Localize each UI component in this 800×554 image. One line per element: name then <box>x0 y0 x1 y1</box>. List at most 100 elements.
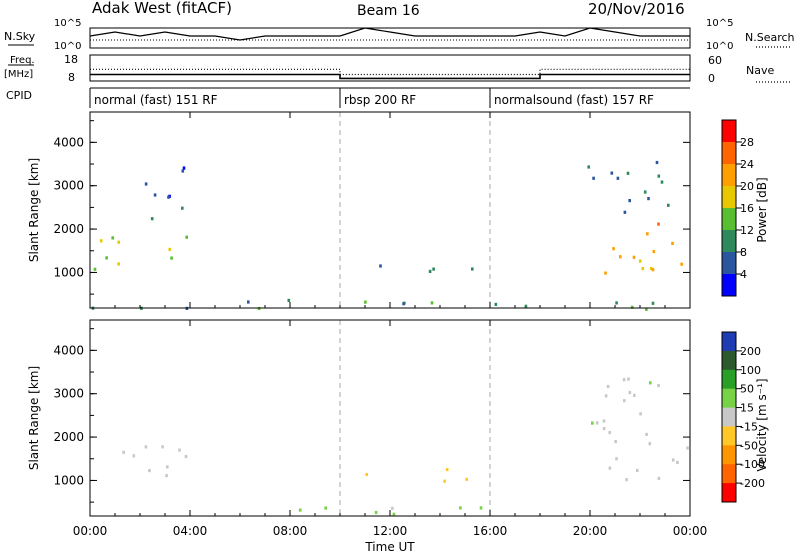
power-data-cell <box>680 262 683 266</box>
power-data-cell <box>168 247 172 251</box>
velocity-data-cell <box>122 450 125 454</box>
power-data-group <box>91 160 683 311</box>
velocity-data-cell <box>591 421 594 425</box>
power-axis-group: 1000 2000 3000 4000 <box>53 112 691 308</box>
velocity-data-cell <box>671 458 675 462</box>
nsearch-label: N.Search <box>745 31 795 44</box>
velocity-data-cell <box>391 506 394 510</box>
power-cpid-change-lines <box>339 112 491 308</box>
power-data-cell <box>657 222 660 226</box>
nsky-tick-top: 10^5 <box>54 18 81 29</box>
cpid-label: CPID <box>6 89 32 102</box>
x-tick-label: 08:00 <box>273 524 308 538</box>
power-data-cell <box>364 300 367 304</box>
nave-label: Nave <box>746 64 774 77</box>
cpid-segment-label: normalsound (fast) 157 RF <box>494 93 654 107</box>
power-data-cell <box>432 267 435 271</box>
velocity-colorbar-tick-label: -15 <box>740 420 758 433</box>
y-tick-label: 4000 <box>53 343 84 357</box>
velocity-colorbar-swatch <box>722 464 736 484</box>
nsky-label: N.Sky <box>4 30 36 43</box>
velocity-colorbar-swatch <box>722 407 736 427</box>
power-y-axis-label: Slant Range [km] <box>27 158 41 262</box>
velocity-y-axis-label: Slant Range [km] <box>27 366 41 470</box>
velocity-data-cell <box>686 446 689 450</box>
velocity-data-cell <box>184 455 188 459</box>
power-colorbar-swatch <box>722 208 736 231</box>
velocity-data-cell <box>639 412 642 416</box>
velocity-colorbar-frame <box>721 331 737 503</box>
power-colorbar-tick-label: 24 <box>740 158 754 171</box>
power-data-cell <box>117 240 120 244</box>
power-data-cell <box>628 199 631 203</box>
velocity-colorbar-tick-label: -100 <box>740 458 765 471</box>
velocity-data-cell <box>165 474 168 478</box>
freq-label-top: Freq. <box>10 55 35 66</box>
power-data-cell <box>616 176 620 180</box>
power-data-cell <box>430 301 434 305</box>
power-colorbar-tick-label: 16 <box>740 202 754 215</box>
velocity-data-cell <box>608 466 612 470</box>
velocity-colorbar-swatch <box>722 350 736 371</box>
power-data-cell <box>182 166 186 170</box>
velocity-data-cell <box>649 381 652 385</box>
power-data-cell <box>604 271 607 275</box>
velocity-colorbar-tick-label: -50 <box>740 439 758 452</box>
velocity-panel: 1000 2000 3000 4000 00:00 04:00 08:00 12:00 16:0… <box>27 319 707 554</box>
velocity-data-cell <box>608 431 611 435</box>
power-colorbar-swatch <box>722 252 736 275</box>
power-data-cell <box>181 206 184 210</box>
freq-tick-top: 18 <box>64 53 78 66</box>
power-data-cell <box>671 241 674 245</box>
velocity-colorbar-tick-label: 15 <box>740 402 754 415</box>
power-data-cell <box>615 301 618 305</box>
nsearch-tick-top: 10^5 <box>706 18 733 29</box>
power-data-cell <box>428 269 432 273</box>
power-data-cell <box>105 256 108 260</box>
power-colorbar: 28 24 20 16 12 8 4 <box>721 119 754 297</box>
velocity-colorbar-swatch <box>722 483 736 503</box>
power-data-cell <box>402 302 405 306</box>
freq-tick-bottom: 8 <box>68 71 75 84</box>
freq-series-line <box>90 73 690 80</box>
cpid-segment-label: normal (fast) 151 RF <box>94 93 218 107</box>
velocity-data-cell <box>604 394 608 398</box>
y-tick-label: 2000 <box>53 222 84 236</box>
y-tick-label: 4000 <box>53 135 84 149</box>
velocity-data-cell <box>623 399 626 403</box>
power-panel: 1000 2000 3000 4000 Slant Range [km] <box>27 111 691 311</box>
power-data-cell <box>638 259 642 263</box>
power-data-cell <box>641 267 645 271</box>
velocity-data-cell <box>178 448 181 452</box>
radar-title: Adak West (fitACF) <box>92 0 232 17</box>
velocity-colorbar-swatch <box>722 369 736 390</box>
velocity-data-cell <box>324 506 327 510</box>
velocity-data-cell <box>465 477 468 481</box>
power-data-cell <box>623 210 627 214</box>
velocity-colorbar-tick-label: 200 <box>740 345 761 358</box>
velocity-colorbar-tick-label: 50 <box>740 383 754 396</box>
nsearch-tick-bottom: 10^0 <box>706 41 733 52</box>
velocity-colorbar-tick-label: -200 <box>740 477 765 490</box>
power-data-cell <box>610 171 614 175</box>
velocity-data-cell <box>392 512 396 516</box>
power-data-cell <box>494 302 498 306</box>
velocity-cpid-change-lines <box>339 320 491 516</box>
power-colorbar-swatch <box>722 120 736 143</box>
power-colorbar-tick-label: 8 <box>740 246 747 259</box>
power-colorbar-tick-label: 20 <box>740 180 754 193</box>
power-data-cell <box>153 193 157 197</box>
nsky-tick-bottom: 10^0 <box>54 41 81 52</box>
nsky-panel-frame <box>89 27 691 49</box>
power-colorbar-tick-label: 4 <box>740 268 747 281</box>
power-colorbar-swatch <box>722 186 736 209</box>
beam-title: Beam 16 <box>357 3 420 19</box>
power-data-cell <box>651 301 655 305</box>
freq-series-group <box>90 68 690 80</box>
velocity-data-cell <box>657 383 660 388</box>
power-data-cell <box>651 268 655 272</box>
nsky-series-line <box>89 27 690 41</box>
velocity-data-cell <box>443 479 446 483</box>
velocity-data-cell <box>615 457 618 461</box>
